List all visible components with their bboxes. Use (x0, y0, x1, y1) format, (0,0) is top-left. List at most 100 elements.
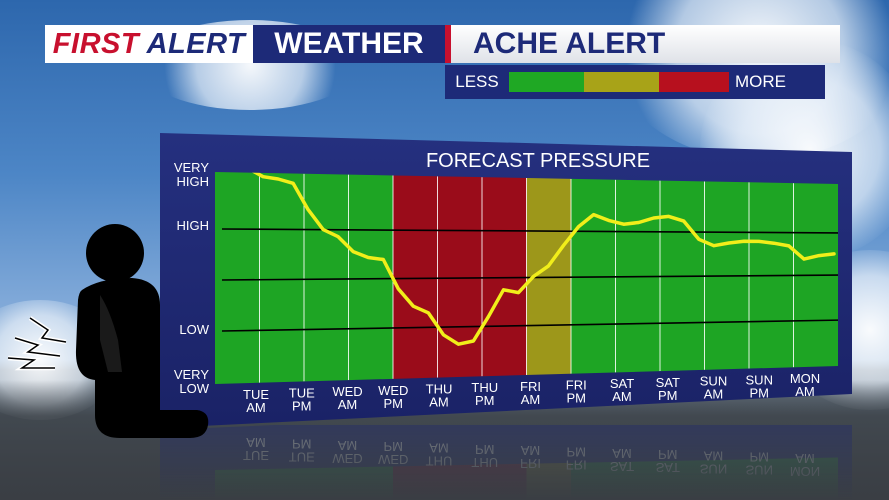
svg-text:THU: THU (426, 382, 453, 397)
svg-text:WED: WED (332, 384, 362, 399)
svg-text:TUE: TUE (243, 448, 269, 463)
legend-green-swatch (509, 72, 584, 92)
pressure-line (216, 172, 836, 346)
svg-text:SUN: SUN (700, 461, 727, 476)
svg-text:SUN: SUN (746, 372, 773, 387)
forecast-band-olive (526, 176, 571, 377)
y-tick-label: VERY (174, 367, 209, 382)
legend-red-swatch (659, 72, 729, 92)
forecast-band-green (215, 172, 260, 384)
forecast-band-reflection (660, 460, 705, 500)
svg-text:PM: PM (384, 439, 404, 454)
svg-text:WED: WED (378, 383, 408, 398)
svg-text:PM: PM (567, 444, 587, 459)
svg-text:MON: MON (790, 371, 820, 386)
svg-text:WED: WED (332, 451, 362, 466)
svg-text:MON: MON (790, 464, 820, 479)
forecast-band-reflection (571, 461, 616, 500)
svg-text:AM: AM (338, 438, 358, 453)
weather-label: WEATHER (253, 25, 445, 63)
svg-text:AM: AM (246, 400, 266, 415)
forecast-band-red (393, 173, 438, 381)
svg-text:SAT: SAT (656, 460, 680, 475)
svg-text:AM: AM (338, 397, 358, 412)
y-tick-label: HIGH (177, 174, 210, 189)
forecast-band-reflection (482, 463, 527, 500)
svg-text:TUE: TUE (289, 385, 315, 400)
svg-text:FRI: FRI (566, 457, 587, 472)
forecast-band-reflection (793, 457, 838, 500)
plot-area (215, 172, 838, 384)
svg-text:TUE: TUE (243, 387, 269, 402)
page-title: ACHE ALERT (445, 25, 840, 63)
forecast-band-green (259, 172, 304, 384)
forecast-band-reflection (304, 467, 349, 500)
lightning-pain-icon (7, 316, 67, 371)
forecast-band-green (348, 172, 393, 383)
forecast-band-reflection (348, 466, 393, 500)
svg-text:AM: AM (704, 387, 724, 402)
svg-text:WED: WED (378, 452, 408, 467)
svg-text:PM: PM (750, 450, 770, 465)
svg-text:SUN: SUN (700, 374, 727, 389)
svg-text:FRI: FRI (520, 379, 541, 394)
legend-more-label: MORE (735, 72, 786, 91)
forecast-band-reflection (259, 468, 304, 500)
svg-text:AM: AM (612, 389, 632, 404)
svg-text:PM: PM (384, 396, 404, 411)
forecast-band-red (437, 174, 482, 380)
svg-text:AM: AM (429, 440, 449, 455)
forecast-band-green (304, 172, 349, 384)
svg-text:SUN: SUN (746, 463, 773, 478)
forecast-band-reflection (437, 464, 482, 500)
svg-text:AM: AM (521, 392, 541, 407)
forecast-band-reflection (749, 458, 794, 500)
svg-text:TUE: TUE (289, 450, 315, 465)
svg-text:AM: AM (795, 451, 815, 466)
svg-text:SAT: SAT (610, 459, 634, 474)
svg-text:PM: PM (292, 437, 312, 452)
svg-text:PM: PM (475, 393, 495, 408)
svg-text:AM: AM (246, 435, 266, 450)
svg-text:PM: PM (658, 388, 678, 403)
forecast-band-reflection (215, 469, 260, 500)
svg-text:THU: THU (426, 453, 453, 468)
svg-text:PM: PM (567, 391, 587, 406)
y-tick-label: LOW (179, 322, 209, 337)
chart-reflection: TUEAMTUEPMWEDAMWEDPMTHUAMTHUPMFRIAMFRIPM… (160, 400, 852, 500)
svg-text:SAT: SAT (610, 376, 634, 391)
svg-text:PM: PM (658, 447, 678, 462)
legend-less-label: LESS (455, 72, 499, 91)
first-alert-logo: FIRST ALERT (45, 25, 253, 63)
forecast-band-reflection (526, 462, 571, 500)
forecast-band-reflection (704, 459, 749, 500)
forecast-band-red (482, 175, 527, 379)
svg-text:FRI: FRI (566, 378, 587, 393)
legend-olive-swatch (584, 72, 659, 92)
lightning-pain-icon-inner (7, 317, 67, 369)
svg-text:AM: AM (521, 443, 541, 458)
svg-text:SAT: SAT (656, 375, 680, 390)
svg-text:AM: AM (704, 448, 724, 463)
svg-text:PM: PM (475, 442, 495, 457)
svg-text:AM: AM (429, 395, 449, 410)
